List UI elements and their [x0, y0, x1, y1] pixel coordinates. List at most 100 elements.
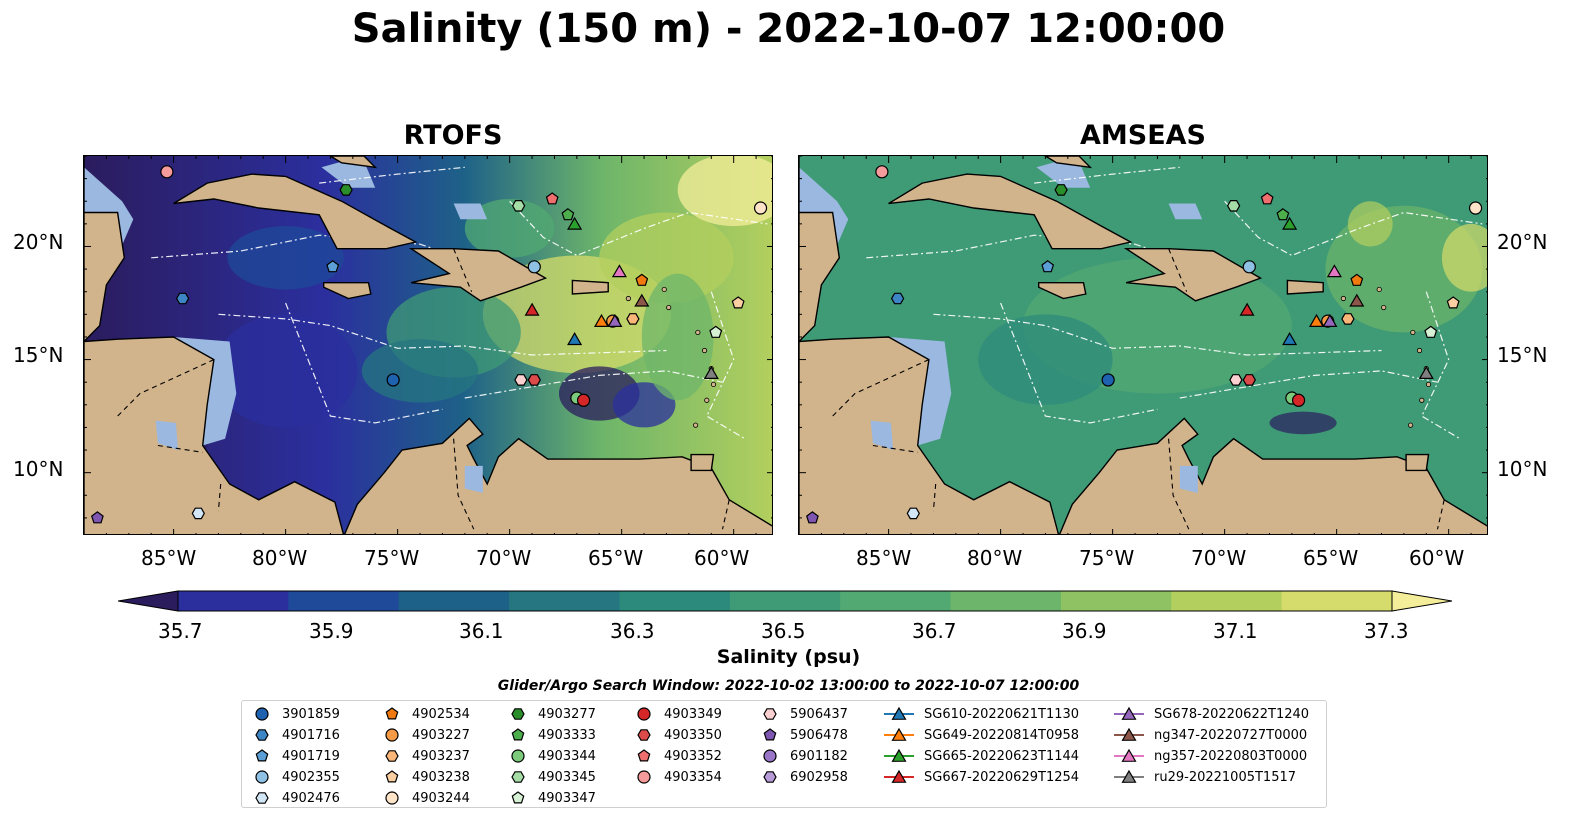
marker-SG610-20220621T1130[interactable] [567, 331, 583, 346]
marker-4903350[interactable] [527, 374, 541, 386]
marker-4903347[interactable] [1424, 325, 1438, 338]
marker-5906478[interactable] [805, 511, 819, 524]
marker-4903350[interactable] [1242, 374, 1256, 386]
marker-4903354[interactable] [160, 165, 174, 179]
marker-ng347-20220727T0000[interactable] [1349, 293, 1365, 307]
legend-label: SG610-20220621T1130 [924, 706, 1080, 722]
land-jamaica [1037, 281, 1087, 300]
marker-4902355[interactable] [527, 260, 541, 274]
marker-4902355[interactable] [1242, 260, 1256, 274]
marker-SG667-20220629T1254[interactable] [524, 302, 540, 316]
circle-icon [385, 728, 399, 742]
legend-item: ru29-20221005T1517 [1112, 767, 1296, 787]
hexagon-icon [763, 771, 777, 783]
marker-4901719[interactable] [326, 260, 340, 273]
circle-icon [255, 770, 269, 784]
lat-tick-left: 20°N [13, 230, 64, 254]
legend-item: 4903238 [380, 767, 470, 787]
marker-5906478[interactable] [90, 511, 104, 524]
marker-ng357-20220803T0000[interactable] [1326, 264, 1342, 278]
land-central-america [84, 336, 345, 534]
legend-item: 3901859 [250, 704, 340, 724]
land-hispaniola [1123, 247, 1263, 302]
land-trinidad [1405, 453, 1430, 472]
marker-4901716[interactable] [175, 292, 190, 305]
legend-label: 4901719 [282, 748, 340, 764]
marker-4902534[interactable] [1350, 273, 1364, 286]
legend-label: 4901716 [282, 727, 340, 743]
lon-tick-rtofs: 80°W [252, 546, 308, 570]
marker-SG649-20220814T0958[interactable] [1308, 313, 1325, 327]
colorbar-segment [1060, 591, 1172, 611]
marker-4903333[interactable] [561, 208, 575, 221]
land-central-america [799, 336, 1060, 534]
marker-4903345[interactable] [511, 199, 526, 212]
marker-4903354[interactable] [875, 165, 889, 179]
marker-SG649-20220814T0958[interactable] [593, 313, 610, 327]
marker-4903352[interactable] [1260, 192, 1274, 205]
legend-label: ru29-20221005T1517 [1154, 769, 1297, 785]
legend-label: 4903344 [538, 748, 596, 764]
marker-4903237[interactable] [1341, 313, 1355, 325]
marker-SG667-20220629T1254[interactable] [1239, 302, 1255, 316]
marker-4903238[interactable] [731, 296, 745, 309]
colorbar-segment [178, 591, 289, 611]
marker-4901719[interactable] [1041, 260, 1055, 273]
marker-4903333[interactable] [1276, 208, 1290, 221]
marker-SG678-20220622T1240[interactable] [1322, 313, 1338, 327]
legend-item: SG610-20220621T1130 [882, 704, 1079, 724]
colorbar-tick: 37.3 [1364, 619, 1409, 643]
legend-label: 5906478 [790, 727, 848, 743]
marker-ng357-20220803T0000[interactable] [611, 264, 627, 278]
colorbar-extend-low [118, 590, 179, 612]
marker-4903349[interactable] [1291, 393, 1306, 407]
marker-4903277[interactable] [339, 184, 353, 196]
marker-SG665-20220623T1144[interactable] [1282, 216, 1298, 230]
marker-SG610-20220621T1130[interactable] [1282, 331, 1298, 346]
marker-4903347[interactable] [709, 325, 723, 338]
marker-3901859[interactable] [1101, 373, 1115, 387]
hexagon-icon [511, 771, 525, 783]
colorbar-extend-high [1391, 590, 1452, 612]
pentagon-icon [763, 728, 777, 741]
marker-4901716[interactable] [890, 292, 905, 305]
amseas-map[interactable] [798, 155, 1488, 535]
circle-icon [763, 749, 777, 763]
marker-3901859[interactable] [386, 373, 400, 387]
legend-label: 6901182 [790, 748, 848, 764]
marker-4903244[interactable] [1468, 201, 1483, 215]
marker-4903244[interactable] [753, 201, 768, 215]
pentagon-icon [385, 770, 399, 783]
marker-SG665-20220623T1144[interactable] [567, 216, 583, 230]
marker-ru29-20221005T1517[interactable] [703, 365, 719, 379]
colorbar-segment [398, 591, 510, 611]
marker-4903345[interactable] [1226, 199, 1241, 212]
legend-item: 4903350 [632, 725, 722, 745]
marker-SG678-20220622T1240[interactable] [607, 313, 623, 327]
circle-icon [637, 770, 651, 784]
marker-4903237[interactable] [626, 313, 640, 325]
triangle-icon [884, 748, 914, 762]
marker-5906437[interactable] [1229, 374, 1243, 386]
colorbar-tick: 36.5 [761, 619, 806, 643]
marker-4903277[interactable] [1054, 184, 1068, 196]
triangle-icon [884, 769, 914, 783]
marker-4903349[interactable] [576, 393, 591, 407]
marker-ru29-20221005T1517[interactable] [1418, 365, 1434, 379]
triangle-icon [1114, 706, 1144, 720]
land-trinidad [690, 453, 715, 472]
marker-4902476[interactable] [906, 507, 920, 520]
legend-label: SG667-20220629T1254 [924, 769, 1080, 785]
marker-5906437[interactable] [514, 374, 528, 386]
marker-4903238[interactable] [1446, 296, 1460, 309]
circle-icon [637, 707, 651, 721]
lat-tick-right: 20°N [1497, 230, 1548, 254]
legend-label: 4903277 [538, 706, 596, 722]
legend-item: 4903344 [506, 746, 596, 766]
rtofs-map[interactable] [83, 155, 773, 535]
marker-ng347-20220727T0000[interactable] [634, 293, 650, 307]
marker-4903352[interactable] [545, 192, 559, 205]
marker-4902476[interactable] [191, 507, 205, 520]
marker-4902534[interactable] [635, 273, 649, 286]
land-cuba [173, 173, 418, 250]
